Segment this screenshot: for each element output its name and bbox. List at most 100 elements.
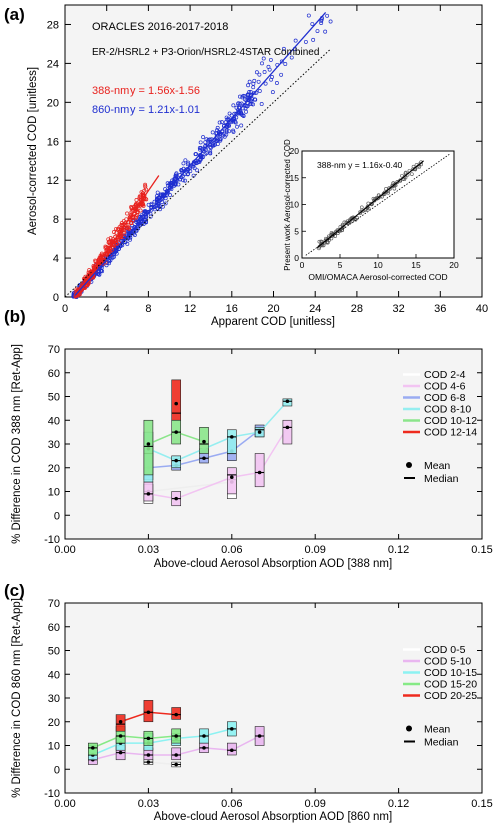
series-860-point bbox=[138, 214, 143, 219]
inset-point bbox=[411, 164, 416, 169]
series-860-point bbox=[217, 120, 222, 125]
panel-a-x-tick-label: 40 bbox=[476, 303, 488, 315]
series-860-point bbox=[155, 197, 160, 202]
series-860-point bbox=[198, 147, 202, 152]
inset-fit-label: 388-nm y = 1.16x-0.40 bbox=[317, 160, 403, 170]
panel-b-y-tick-label: 10 bbox=[48, 487, 60, 499]
panel-c-y-tick-label: -10 bbox=[44, 788, 60, 800]
series-860-point bbox=[257, 88, 262, 93]
series-860-point bbox=[257, 72, 262, 77]
panel-b-x-axis-title: Above-cloud Aerosol Absorption AOD [388 … bbox=[154, 558, 392, 570]
series-860-point bbox=[256, 79, 261, 84]
panel-a-subtitle: ER-2/HSRL2 + P3-Orion/HSRL2-4STAR Combin… bbox=[92, 47, 319, 58]
series-388-point bbox=[112, 230, 116, 234]
panel-b-x-tick-label: 0.12 bbox=[388, 544, 409, 556]
box-COD-12-14 bbox=[171, 379, 181, 421]
mean-mark bbox=[174, 401, 178, 406]
series-860-point bbox=[242, 94, 247, 99]
mean-mark bbox=[174, 430, 178, 434]
series-860-point bbox=[107, 259, 112, 264]
inset-point bbox=[381, 191, 386, 196]
inset-plot: 0 5 10 15 20 0 5 10 15 20 388-nm y = 1.16x-0.40 O… bbox=[283, 139, 459, 282]
mean-mark bbox=[146, 736, 151, 741]
panel-a-y-tick-label: 8 bbox=[53, 214, 59, 226]
series-860-point bbox=[249, 101, 254, 106]
panel-a: (a) 0 4 8 12 16 20 24 28 32 36 40 0 4 8 12 16 20 24 28 ORA… bbox=[4, 4, 488, 328]
series-860-point bbox=[160, 200, 164, 205]
series-860-point bbox=[136, 221, 141, 226]
mean-mark bbox=[174, 496, 178, 501]
series-388-point bbox=[134, 206, 139, 211]
panel-a-x-tick-label: 20 bbox=[267, 303, 279, 315]
series-860-point bbox=[323, 29, 328, 34]
series-860-point bbox=[260, 61, 264, 66]
series-860-point bbox=[208, 151, 213, 156]
panel-b-plot-area bbox=[64, 348, 483, 540]
series-860-point bbox=[203, 152, 208, 157]
series-388-point bbox=[136, 210, 140, 215]
series-860-point bbox=[183, 158, 188, 163]
box-COD-10-12 bbox=[143, 419, 154, 476]
mean-mark bbox=[257, 470, 262, 475]
mean-mark bbox=[174, 712, 178, 717]
panel-c-y-tick-label: 20 bbox=[48, 717, 60, 729]
series-860-point bbox=[218, 133, 223, 138]
series-388-point bbox=[116, 240, 121, 245]
mean-mark bbox=[230, 727, 234, 731]
inset-point bbox=[342, 220, 347, 225]
series-860-point bbox=[156, 203, 161, 208]
inset-y-tick-label: 10 bbox=[290, 200, 300, 210]
panel-a-label: (a) bbox=[4, 5, 25, 24]
series-860-point bbox=[252, 91, 257, 96]
series-860-point bbox=[252, 78, 257, 83]
series-860-point bbox=[227, 111, 232, 116]
panel-a-y-tick-label: 4 bbox=[53, 253, 59, 265]
series-388-point bbox=[112, 243, 117, 247]
series-388-point bbox=[108, 236, 113, 241]
legend-label: COD 5-10 bbox=[424, 656, 471, 668]
series-860-point bbox=[128, 235, 133, 240]
series-860-point bbox=[195, 168, 200, 173]
series-860-point bbox=[274, 81, 279, 85]
legend-label: COD 8-10 bbox=[424, 404, 471, 416]
series-860-point bbox=[204, 151, 209, 156]
panel-b-x-tick-label: 0.06 bbox=[221, 544, 242, 556]
series-388-point bbox=[82, 285, 87, 290]
mean-mark bbox=[174, 762, 178, 767]
series-860-point bbox=[181, 161, 186, 166]
inset-point bbox=[365, 204, 370, 209]
inset-point bbox=[384, 189, 389, 194]
series-860-point bbox=[244, 109, 248, 114]
inset-point bbox=[317, 239, 322, 244]
legend-label: COD 4-6 bbox=[424, 381, 466, 393]
series-860-point bbox=[175, 177, 180, 182]
box-COD-4-6 bbox=[282, 419, 293, 445]
series-860-point bbox=[137, 217, 142, 221]
series-860-point bbox=[229, 120, 234, 125]
mean-mark bbox=[174, 458, 178, 463]
inset-x-tick-label: 0 bbox=[300, 260, 305, 270]
series-388-point bbox=[126, 226, 131, 230]
series-388-point bbox=[90, 269, 95, 274]
series-388-point bbox=[85, 283, 89, 287]
panel-b-x-tick-label: 0.09 bbox=[304, 544, 325, 556]
series-388-point bbox=[117, 225, 122, 229]
series-860-point bbox=[198, 140, 203, 145]
series-860-point bbox=[281, 46, 286, 51]
panel-a-y-tick-label: 0 bbox=[53, 292, 59, 304]
panel-c-y-tick-label: 50 bbox=[48, 646, 60, 658]
series-388-point bbox=[86, 272, 91, 277]
legend-label: COD 15-20 bbox=[424, 679, 477, 691]
legend-label: COD 20-25 bbox=[424, 690, 477, 702]
series-860-point bbox=[201, 135, 206, 140]
series-860-point bbox=[248, 89, 253, 94]
inset-one-to-one-line bbox=[305, 153, 451, 256]
inset-point bbox=[403, 171, 408, 176]
series-860-point bbox=[246, 92, 251, 97]
series-860-point bbox=[97, 271, 102, 276]
inset-y-axis-title: Present work Aerosol-corrected COD bbox=[283, 139, 292, 271]
series-388-point bbox=[91, 268, 96, 273]
fit-line-388-nm bbox=[74, 175, 160, 298]
series-860-point bbox=[179, 168, 184, 173]
mean-mark bbox=[174, 734, 178, 738]
